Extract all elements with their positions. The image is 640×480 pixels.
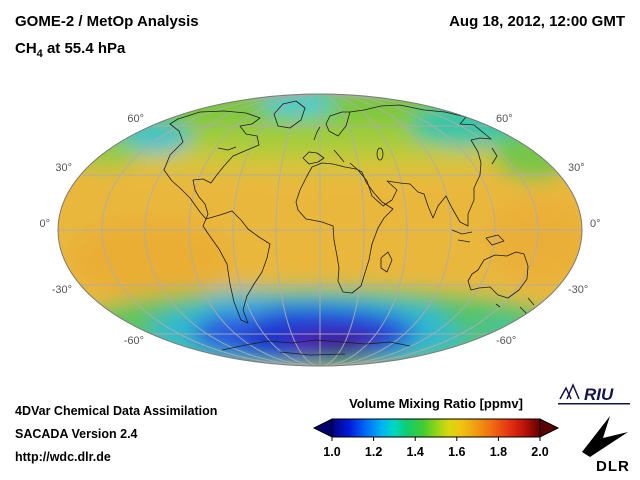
colorbar-tick-1.6: 1.6 — [448, 445, 465, 459]
coastline-australia — [467, 251, 529, 299]
lat-label-right-m60: -60° — [496, 335, 516, 347]
colorbar-tick-2.0: 2.0 — [531, 445, 548, 459]
latitude-labels: 60° 30° 0° -30° -60° 60° 30° 0° -30° -60… — [39, 113, 600, 347]
lat-label-left-m60: -60° — [124, 335, 144, 347]
colorbar-title: Volume Mixing Ratio [ppmv] — [349, 396, 523, 411]
coastline-indonesia — [451, 229, 473, 243]
coastline-new-zealand — [519, 297, 535, 315]
colorbar-tick-1.2: 1.2 — [365, 445, 382, 459]
projection-boundary — [57, 93, 583, 367]
dlr-emblem-icon — [582, 416, 628, 457]
colorbar-tick-1.0: 1.0 — [323, 445, 340, 459]
footer-version-label: SACADA Version 2.4 — [15, 427, 138, 441]
species-label: CH — [15, 40, 37, 57]
lat-label-left-m30: -30° — [52, 284, 72, 296]
riu-mountain-icon — [559, 383, 580, 400]
colorbar-gradient — [331, 418, 541, 438]
colorbar-right-arrow-icon — [539, 418, 560, 438]
lat-label-right-m30: -30° — [568, 284, 588, 296]
riu-underline — [558, 403, 630, 405]
coastline-iberia — [302, 151, 325, 165]
colorbar-tick-marks — [331, 437, 541, 441]
coastline-japan — [491, 147, 498, 165]
colorbar: Volume Mixing Ratio [ppmv] 1.0 1.2 1.4 1… — [312, 396, 560, 459]
lat-label-right-0: 0° — [590, 218, 601, 230]
dlr-logo-text: DLR — [596, 458, 630, 475]
riu-logo-text: RIU — [584, 385, 614, 404]
coastline-scandinavia — [325, 111, 351, 137]
coastline-italy — [333, 149, 345, 163]
figure-subtitle: CH4 at 55.4 hPa — [15, 40, 125, 60]
colorbar-tick-1.8: 1.8 — [490, 445, 507, 459]
coastline-uk — [313, 126, 321, 141]
lat-label-left-60: 60° — [127, 113, 144, 125]
colorbar-left-arrow-icon — [312, 418, 333, 438]
pressure-level-label: at 55.4 hPa — [42, 40, 126, 57]
coastline-africa — [295, 162, 394, 294]
lat-label-left-30: 30° — [55, 162, 72, 174]
figure-title: GOME-2 / MetOp Analysis — [15, 13, 199, 30]
coastline-new-guinea — [485, 234, 505, 246]
footer-assimilation-label: 4DVar Chemical Data Assimilation — [15, 404, 218, 418]
coastline-madagascar — [380, 251, 393, 273]
lat-label-right-60: 60° — [496, 113, 513, 125]
species-subscript: 4 — [36, 48, 43, 60]
footer-url-label: http://wdc.dlr.de — [15, 450, 111, 464]
coastline-caspian — [376, 147, 384, 161]
coastline-antarctica — [221, 339, 411, 356]
figure-datetime: Aug 18, 2012, 12:00 GMT — [449, 13, 625, 30]
riu-logo: RIU — [558, 383, 630, 405]
coastline-tasmania — [495, 303, 501, 308]
lat-label-right-30: 30° — [568, 162, 585, 174]
lat-label-left-0: 0° — [39, 218, 50, 230]
coastline-greenland — [273, 100, 306, 129]
dlr-logo: DLR — [582, 416, 630, 475]
coastlines — [163, 100, 535, 356]
coastline-great-lakes — [217, 146, 237, 151]
coastline-north-america — [163, 110, 261, 220]
colorbar-tick-1.4: 1.4 — [407, 445, 424, 459]
coastline-south-america — [202, 210, 271, 324]
